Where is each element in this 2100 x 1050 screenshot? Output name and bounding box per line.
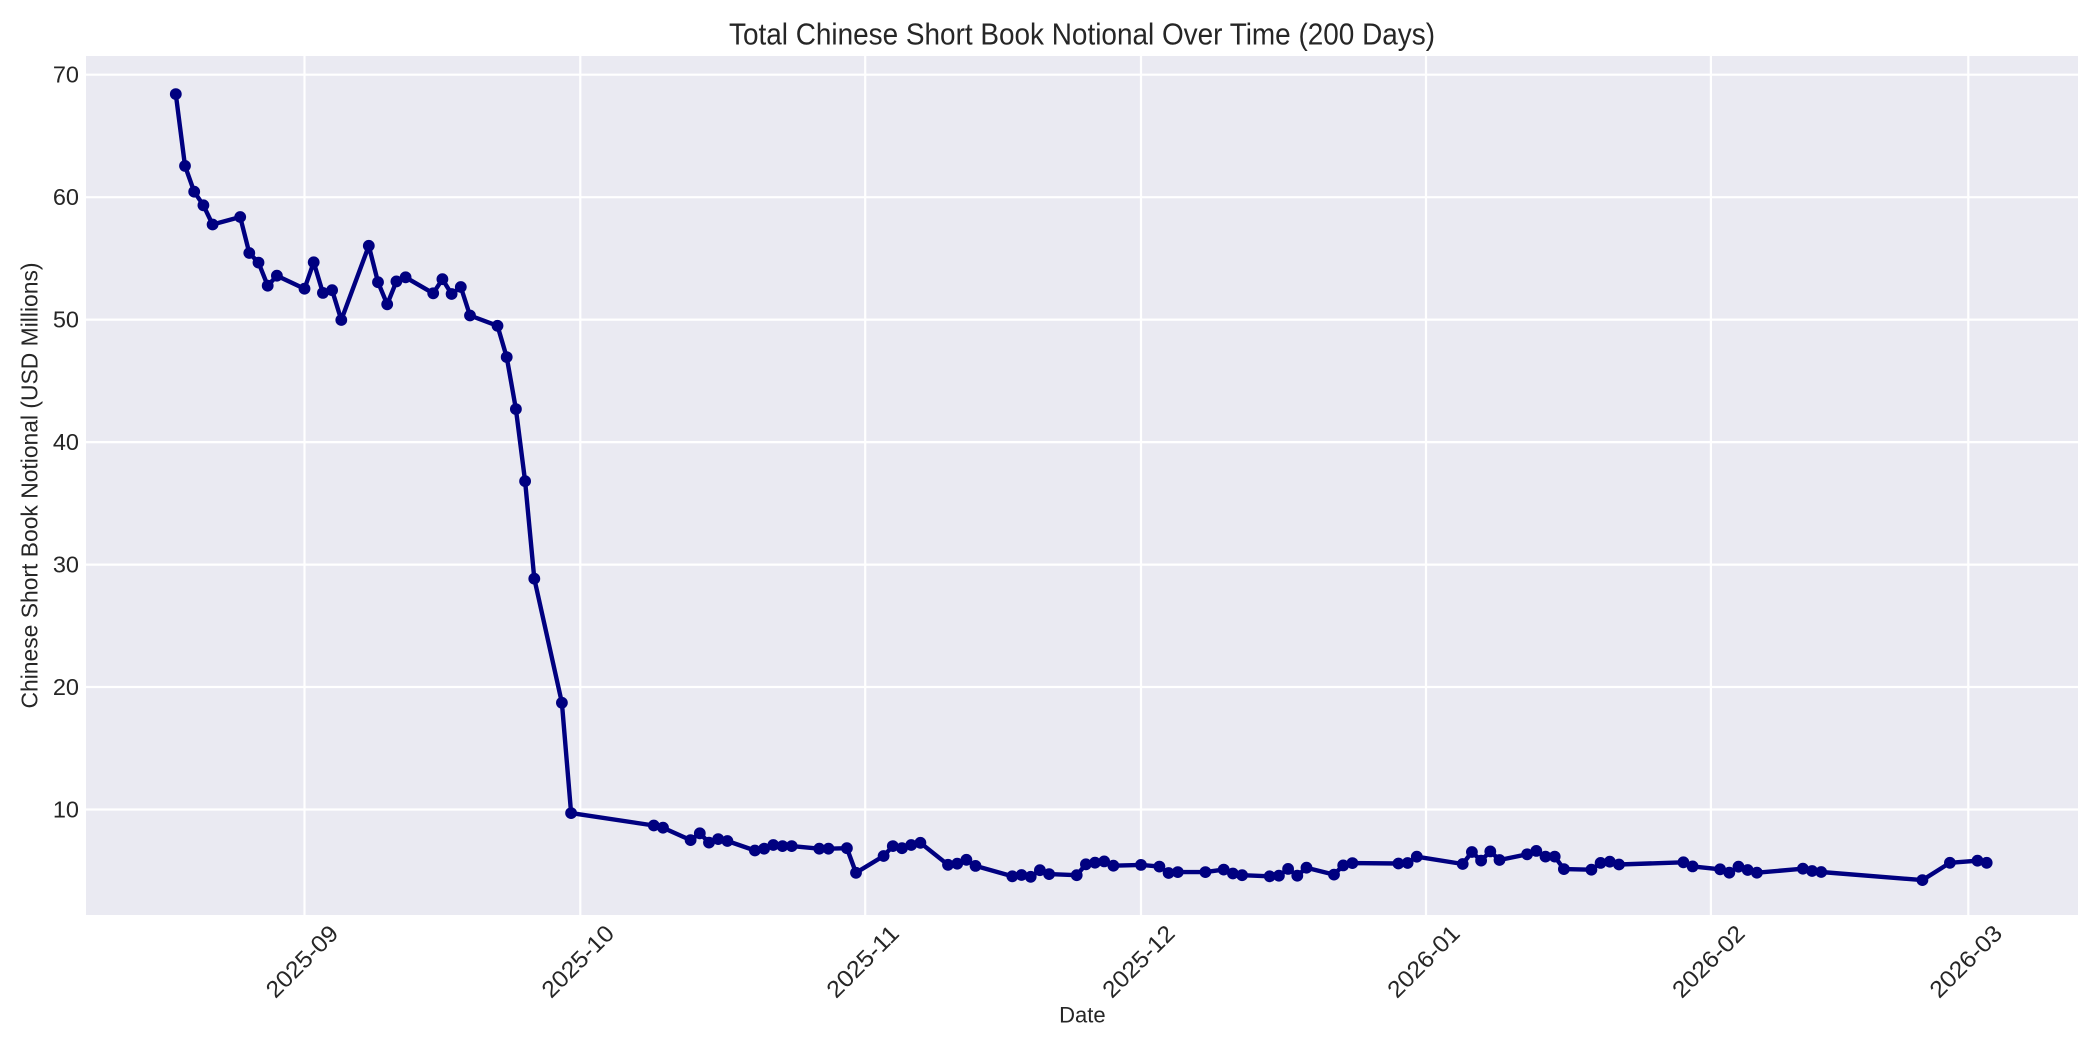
svg-text:Chinese Short Book Notional (U: Chinese Short Book Notional (USD Million… — [17, 263, 43, 709]
svg-text:20: 20 — [53, 674, 79, 700]
svg-text:50: 50 — [53, 307, 79, 333]
svg-text:Total Chinese Short Book Notio: Total Chinese Short Book Notional Over T… — [729, 16, 1435, 51]
svg-text:10: 10 — [53, 797, 79, 823]
svg-text:70: 70 — [53, 62, 79, 88]
svg-text:30: 30 — [53, 552, 79, 578]
svg-text:60: 60 — [53, 184, 79, 210]
svg-text:40: 40 — [53, 429, 79, 455]
svg-text:Date: Date — [1059, 1002, 1105, 1027]
